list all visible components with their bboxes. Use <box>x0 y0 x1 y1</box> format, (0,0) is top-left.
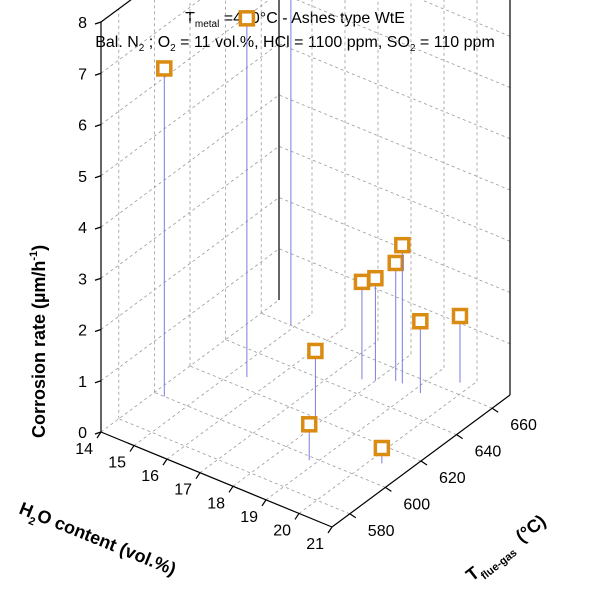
y-tick-label: 580 <box>368 523 395 540</box>
data-point-marker <box>300 416 318 433</box>
z-tick <box>94 123 102 128</box>
z-tick <box>94 277 102 281</box>
grid-line <box>100 43 280 177</box>
grid-line <box>166 326 346 460</box>
x-tick <box>162 458 168 466</box>
x-tick <box>129 445 135 452</box>
x-axis-label: H2O content (vol.%) <box>15 498 179 584</box>
z-tick <box>94 72 102 76</box>
grid-layer <box>100 0 511 528</box>
y-tick <box>456 434 463 440</box>
axis-frame <box>94 0 511 534</box>
z-tick-label: 6 <box>78 118 87 135</box>
data-point-marker <box>238 10 256 27</box>
x-tick <box>294 513 300 520</box>
z-tick <box>94 431 102 435</box>
z-tick <box>94 175 102 179</box>
x-tick-label: 21 <box>306 536 324 553</box>
grid-line <box>100 0 201 74</box>
x-tick <box>96 431 102 439</box>
tick-labels: 0 1 2 3 4 5 6 7 8 14 15 16 17 18 19 20 21 580 600 620 640 660 <box>75 15 537 553</box>
grid-line <box>118 418 350 515</box>
data-point-marker <box>373 439 391 457</box>
z-tick-label: 5 <box>78 169 87 186</box>
z-tick <box>94 226 102 230</box>
z-tick-label: 4 <box>78 220 87 237</box>
z-tick-label: 7 <box>78 66 87 83</box>
z-tick-label: 2 <box>78 323 87 340</box>
y-axis-label: Tflue-gas(°C) <box>462 511 553 589</box>
y-tick-label: 660 <box>510 417 537 434</box>
x-tick-label: 19 <box>240 509 258 526</box>
data-points <box>156 0 469 464</box>
y-tick <box>420 460 428 466</box>
data-point-marker <box>394 236 411 254</box>
data-point-marker <box>387 254 404 272</box>
grid-line <box>278 145 511 242</box>
grid-line <box>265 367 445 501</box>
x-tick-label: 16 <box>141 468 159 485</box>
data-point-marker <box>367 269 384 287</box>
z-tick-label: 0 <box>78 425 87 442</box>
grid-line <box>278 94 511 191</box>
grid-line <box>420 0 511 37</box>
x-tick-label: 14 <box>75 441 93 458</box>
grid-line <box>133 313 313 446</box>
grid-line <box>225 339 457 435</box>
chart-title-line-2: Bal. N2 ; O2 = 11 vol.%, HCl = 1100 ppm,… <box>95 34 495 55</box>
grid-line <box>100 248 280 382</box>
data-point-marker <box>307 342 324 360</box>
z-tick <box>94 380 102 384</box>
grid-line <box>154 392 386 488</box>
y-tick-label: 620 <box>439 470 466 487</box>
y-tick-label: 600 <box>403 496 430 513</box>
grid-line <box>261 312 493 409</box>
x-tick-label: 15 <box>108 455 126 472</box>
z-tick-label: 3 <box>78 271 87 288</box>
data-point-marker <box>156 60 173 77</box>
data-point-marker <box>412 313 429 330</box>
x-axis-line <box>100 431 333 528</box>
grid-line <box>278 43 511 140</box>
y-tick <box>385 486 392 492</box>
data-point-marker <box>353 273 371 291</box>
z-tick <box>94 328 102 333</box>
y-tick-label: 640 <box>475 444 502 461</box>
x-tick-label: 18 <box>207 495 225 512</box>
x-tick <box>261 499 267 507</box>
y-tick <box>491 407 499 413</box>
z-tick <box>94 21 102 25</box>
y-tick <box>349 513 357 519</box>
z-tick-label: 8 <box>78 15 87 32</box>
x-tick-label: 17 <box>174 482 192 499</box>
x-tick <box>195 472 201 480</box>
data-point-marker <box>451 307 469 325</box>
grid-line <box>232 353 412 487</box>
z-axis-label: Corrosion rate (µm/h-1) <box>28 245 49 438</box>
z-tick-label: 1 <box>78 374 87 391</box>
grid-line <box>296 0 511 88</box>
chart-title-line-1: Tmetal =400°C - Ashes type WtE <box>185 10 405 31</box>
x-tick <box>327 526 333 534</box>
x-tick <box>228 485 234 493</box>
x-tick-label: 20 <box>273 522 291 539</box>
grid-line <box>199 340 379 474</box>
grid-line <box>100 145 280 279</box>
